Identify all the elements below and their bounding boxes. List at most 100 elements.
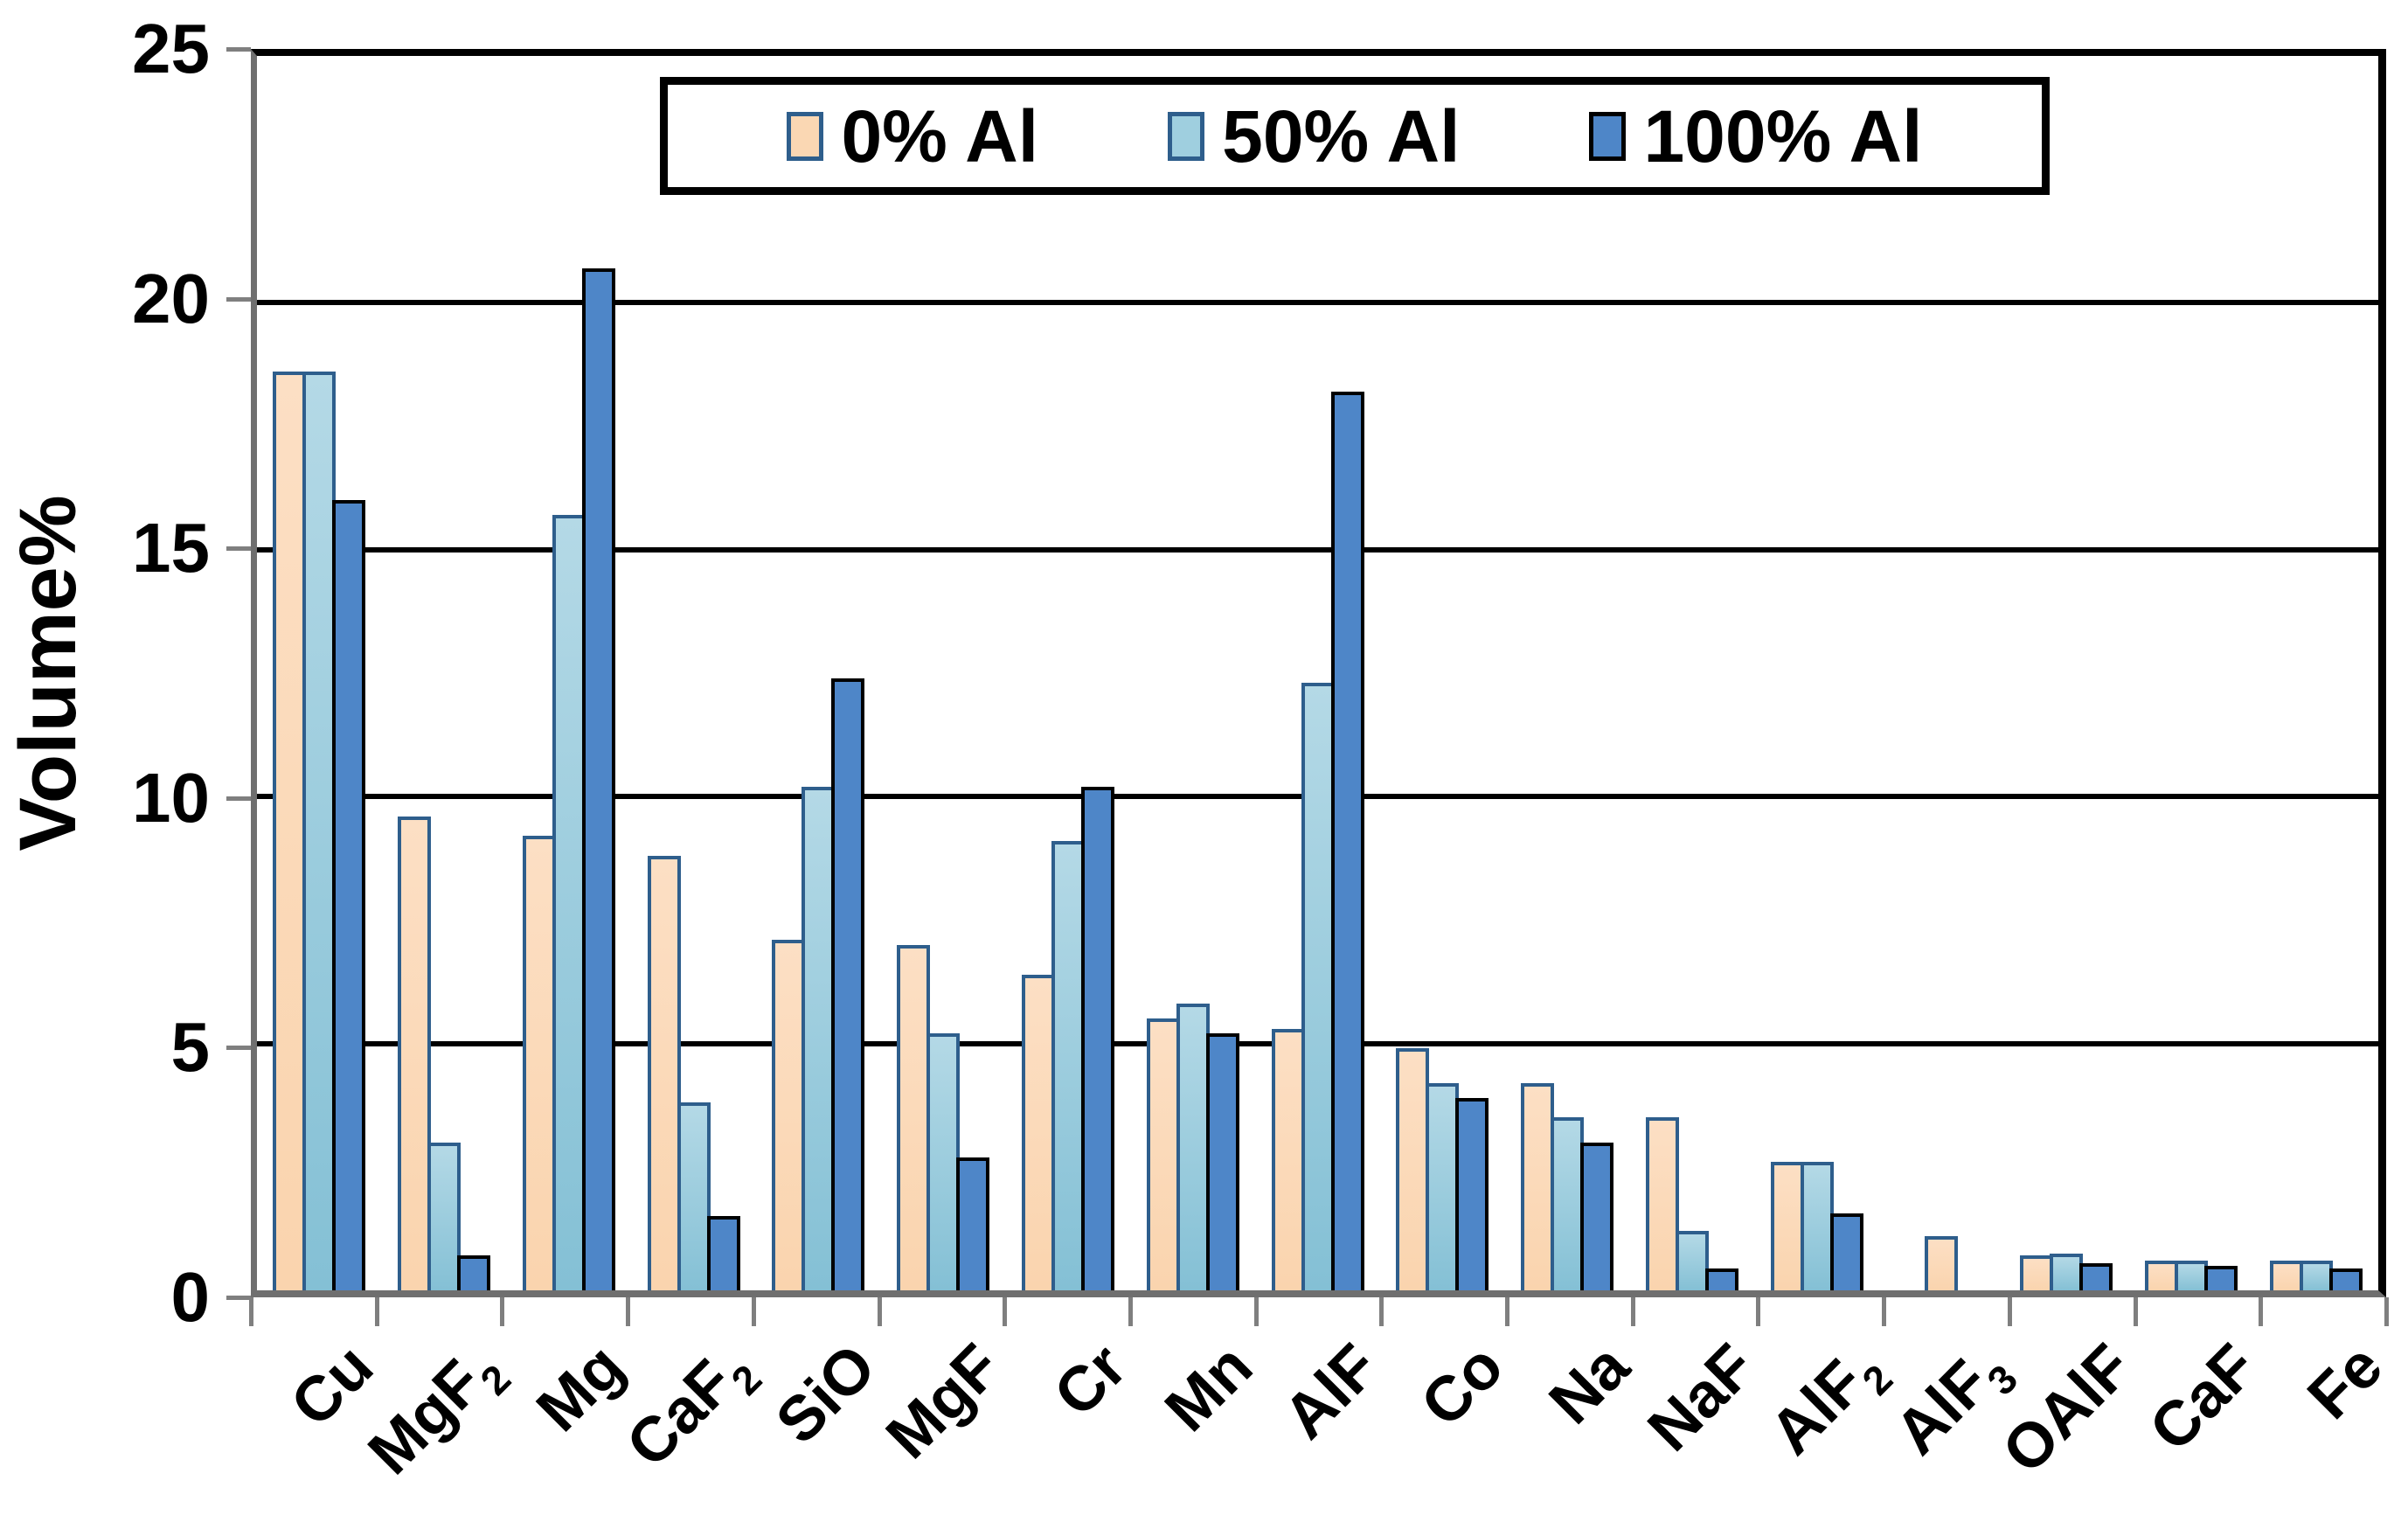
y-tick-label-20: 20 (132, 259, 210, 337)
bar-groups (257, 56, 2378, 1290)
x-label-MgF: MgF (873, 1331, 1015, 1472)
x-label-AlF2: AlF2 (1756, 1346, 1901, 1469)
bar-AlF2-0Al (1770, 1162, 1804, 1290)
bar-Co-0Al (1396, 1048, 1430, 1290)
y-tick-mark (226, 546, 251, 552)
bar-MgF2-100Al (457, 1255, 491, 1290)
x-tick-mark (751, 1297, 756, 1326)
bar-NaF-50Al (1675, 1231, 1709, 1290)
y-tick-mark (226, 47, 251, 52)
y-tick-label-5: 5 (170, 1008, 211, 1087)
bar-SiO-100Al (831, 678, 865, 1290)
legend-swatch-100pct-al (1589, 111, 1627, 161)
bar-Fe-50Al (2299, 1261, 2333, 1290)
y-tick-mark (226, 1046, 251, 1051)
bar-group-AlF2 (1754, 56, 1879, 1290)
legend-swatch-50pct-al (1168, 111, 1205, 161)
legend-label: 50% Al (1222, 94, 1461, 177)
x-label-CaF2: CaF2 (614, 1346, 771, 1481)
x-label-NaF: NaF (1634, 1331, 1768, 1465)
y-axis-title: Volume% (3, 495, 93, 851)
x-label-SiO: SiO (762, 1331, 889, 1457)
x-tick-mark (1882, 1297, 1887, 1326)
x-tick-mark (2133, 1297, 2138, 1326)
bar-group-MgF (881, 56, 1006, 1290)
bar-AlF-100Al (1330, 392, 1364, 1290)
x-tick-mark (249, 1297, 253, 1326)
x-tick-mark (626, 1297, 631, 1326)
bar-AlF-0Al (1271, 1028, 1305, 1290)
legend: 0% Al 50% Al 100% Al (660, 77, 2050, 195)
x-tick-mark (374, 1297, 379, 1326)
gridline-20 (257, 300, 2378, 306)
x-tick-mark (1003, 1297, 1008, 1326)
gridline-15 (257, 546, 2378, 553)
bar-MgF-0Al (897, 944, 931, 1290)
bar-group-CaF (2128, 56, 2253, 1290)
x-label-MgF2: MgF2 (355, 1346, 520, 1488)
bar-Co-50Al (1426, 1082, 1460, 1290)
bar-group-Fe (2253, 56, 2378, 1290)
bar-OAlF-100Al (2079, 1262, 2113, 1290)
bar-AlF2-100Al (1829, 1213, 1863, 1290)
bar-Cu-50Al (302, 372, 337, 1290)
x-label-Na: Na (1536, 1331, 1643, 1438)
x-tick-mark (2384, 1297, 2389, 1326)
bar-MgF-50Al (926, 1033, 961, 1290)
x-tick-mark (500, 1297, 505, 1326)
x-label-Mn: Mn (1151, 1331, 1266, 1445)
legend-swatch-0pct-al (787, 111, 824, 161)
x-tick-mark (2259, 1297, 2264, 1326)
bar-group-OAlF (2004, 56, 2129, 1290)
bar-Co-100Al (1455, 1097, 1489, 1290)
bar-group-AlF3 (1879, 56, 2004, 1290)
bar-CaF-0Al (2144, 1261, 2178, 1290)
y-tick-label-25: 25 (132, 10, 210, 87)
bar-Na-50Al (1551, 1117, 1585, 1290)
bar-Na-100Al (1580, 1142, 1614, 1290)
legend-item-0pct-al: 0% Al (787, 93, 1038, 180)
bar-Cr-0Al (1021, 974, 1055, 1290)
bar-group-Cu (257, 56, 382, 1290)
x-tick-mark (1756, 1297, 1761, 1326)
x-tick-mark (1630, 1297, 1635, 1326)
bar-SiO-0Al (772, 940, 806, 1290)
y-tick-mark (226, 296, 251, 302)
bar-group-MgF2 (382, 56, 507, 1290)
legend-label: 0% Al (841, 94, 1039, 177)
bar-Mg-100Al (581, 268, 615, 1290)
legend-item-50pct-al: 50% Al (1168, 93, 1460, 180)
legend-label: 100% Al (1643, 94, 1923, 177)
y-tick-mark (226, 1296, 251, 1300)
bar-Na-0Al (1521, 1082, 1555, 1290)
bar-SiO-50Al (802, 786, 836, 1290)
bar-CaF-50Al (2174, 1261, 2208, 1290)
y-tick-mark (226, 796, 251, 801)
x-label-Fe: Fe (2294, 1331, 2397, 1433)
x-tick-mark (1379, 1297, 1384, 1326)
plot-area (251, 49, 2386, 1297)
bar-AlF-50Al (1301, 683, 1335, 1290)
bar-CaF2-100Al (706, 1216, 740, 1290)
bar-group-Na (1505, 56, 1630, 1290)
y-tick-label-15: 15 (132, 509, 210, 587)
bar-AlF3-0Al (1925, 1235, 1959, 1290)
bar-Mg-0Al (522, 836, 556, 1290)
x-label-CaF: CaF (2136, 1331, 2271, 1465)
x-tick-mark (1505, 1297, 1510, 1326)
bar-AlF2-50Al (1800, 1162, 1834, 1290)
bar-Fe-100Al (2328, 1268, 2363, 1290)
bar-group-Mn (1130, 56, 1255, 1290)
x-label-Cr: Cr (1041, 1331, 1141, 1430)
bar-Mn-100Al (1205, 1033, 1239, 1290)
bar-group-AlF (1255, 56, 1380, 1290)
y-tick-label-10: 10 (132, 758, 210, 837)
bar-Cu-100Al (332, 500, 366, 1290)
bar-Mn-50Al (1176, 1004, 1210, 1290)
bar-group-CaF2 (631, 56, 756, 1290)
bar-Mg-50Al (552, 515, 586, 1290)
bar-MgF2-50Al (427, 1142, 461, 1290)
bar-Cu-0Al (273, 372, 307, 1290)
bar-group-SiO (756, 56, 881, 1290)
